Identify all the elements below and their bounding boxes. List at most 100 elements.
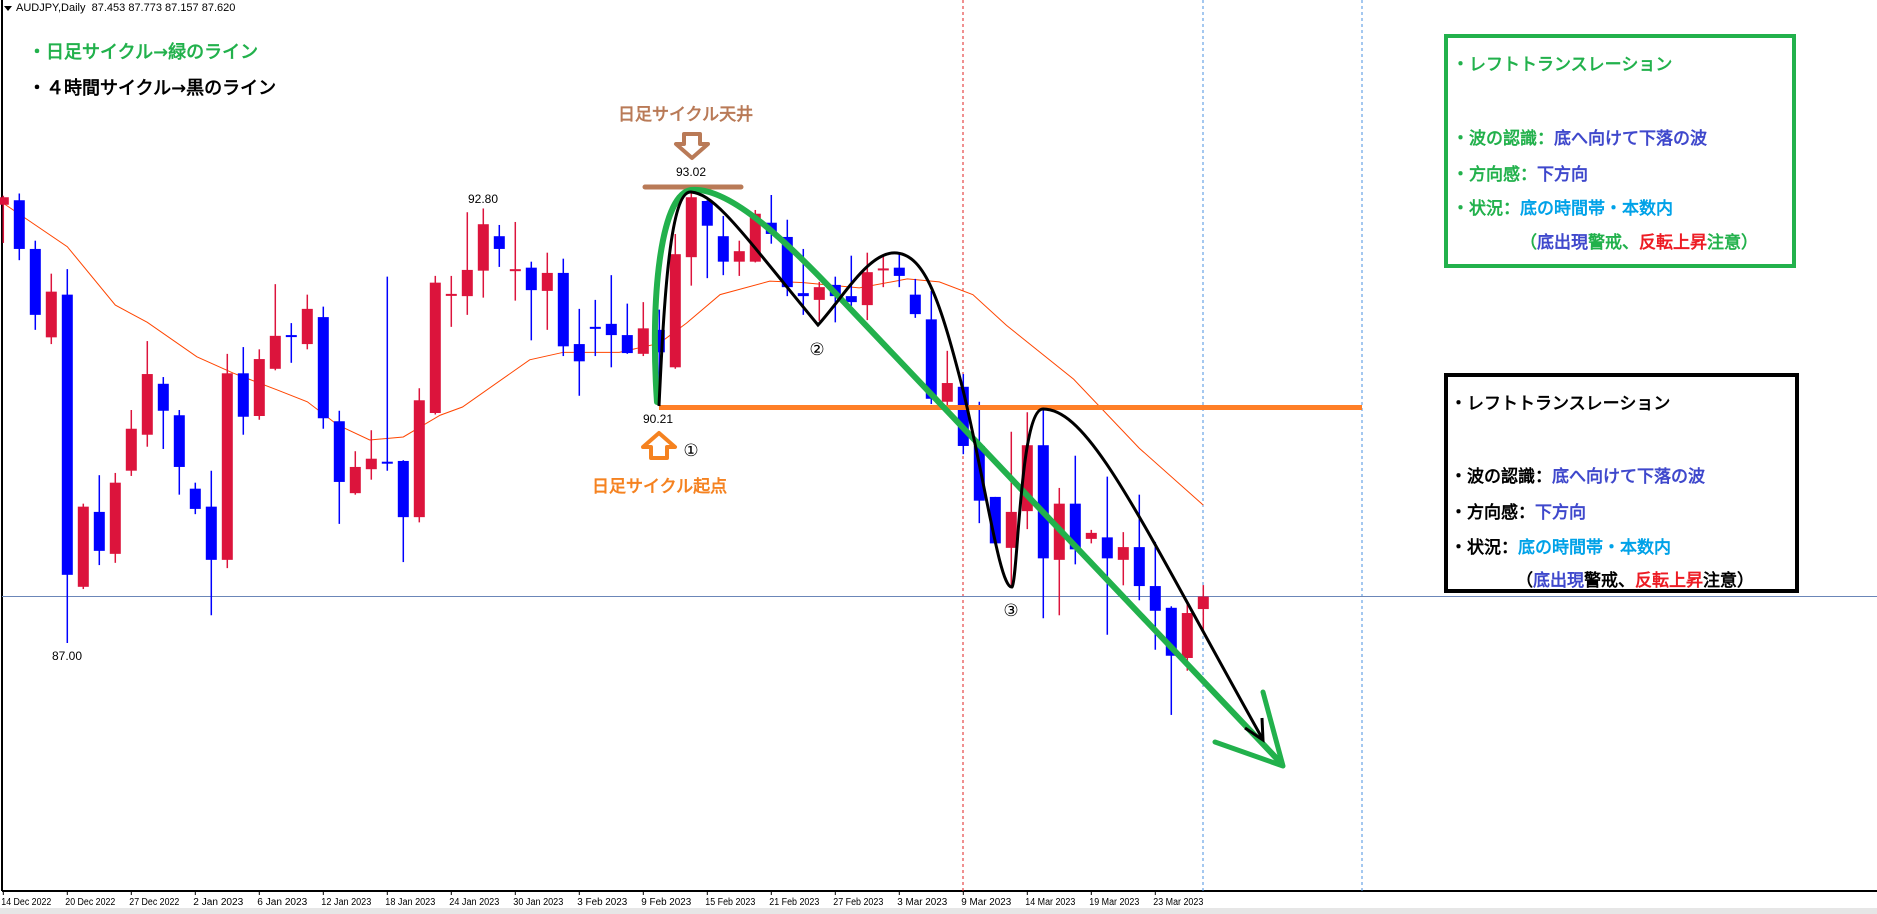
candle — [157, 377, 169, 449]
candle — [1005, 431, 1017, 587]
situation-key: ・状況： — [1450, 538, 1518, 558]
candle-body — [653, 329, 665, 353]
candle-body — [717, 236, 729, 262]
candle-body — [45, 291, 57, 338]
candle-body — [973, 445, 985, 501]
candle-body — [813, 287, 825, 300]
date-label: 2 Jan 2023 — [193, 897, 243, 908]
situation-value: 底の時間帯・本数内 — [1520, 199, 1673, 219]
candle-body — [1181, 613, 1193, 658]
candle-body — [1117, 547, 1129, 560]
candle-body — [573, 344, 585, 362]
candle — [589, 299, 601, 357]
candle-body — [541, 272, 553, 291]
candle-body — [29, 248, 41, 315]
candle — [29, 240, 41, 330]
daily-cycle-line[interactable] — [651, 186, 1283, 765]
candle-body — [349, 466, 361, 494]
date-label: 27 Dec 2022 — [129, 897, 179, 908]
candle — [445, 275, 457, 327]
candle — [733, 240, 745, 276]
note-bottom: 底出現 — [1537, 233, 1588, 253]
candle-body — [493, 236, 505, 249]
direction-key: ・方向感： — [1452, 165, 1537, 185]
candle — [413, 388, 425, 523]
candle — [637, 302, 649, 357]
candle — [525, 261, 537, 341]
situation-value: 底の時間帯・本数内 — [1518, 538, 1671, 558]
candle-body — [93, 511, 105, 551]
candle-body — [61, 294, 73, 575]
candle — [397, 460, 409, 563]
situation-line: ・状況：底の時間帯・本数内 — [1452, 194, 1673, 219]
box-title: ・レフトトランスレーション — [1450, 394, 1671, 414]
candle-body — [333, 421, 345, 482]
candle-body — [157, 383, 169, 411]
candle-body — [925, 319, 937, 399]
candle-body — [1085, 532, 1097, 539]
candle-body — [1021, 445, 1033, 512]
candle-body — [909, 294, 921, 315]
daily-cycle-start-label: 日足サイクル起点 — [592, 477, 728, 497]
date-label: 24 Jan 2023 — [449, 897, 499, 908]
candle — [333, 410, 345, 524]
candle-body — [797, 293, 809, 297]
candle — [669, 233, 681, 369]
candle-body — [589, 326, 601, 329]
candle-body — [1037, 445, 1049, 559]
candle — [861, 252, 873, 321]
up-arrow-icon — [641, 431, 677, 460]
h4-cycle-line[interactable] — [657, 190, 1264, 739]
candle — [269, 284, 281, 371]
candle-body — [701, 200, 713, 226]
candle-body — [413, 400, 425, 518]
candle-body — [637, 328, 649, 354]
wave-line: ・波の認識：底へ向けて下落の波 — [1450, 462, 1705, 487]
candle — [573, 308, 585, 396]
candle — [541, 252, 553, 330]
candle — [621, 303, 633, 354]
note-bottom: 底出現 — [1533, 571, 1584, 591]
candle-body — [13, 200, 25, 249]
candle — [685, 192, 697, 286]
candle — [253, 349, 265, 420]
candle-body — [285, 335, 297, 338]
daily-cycle-top-label: 日足サイクル天井 — [618, 105, 754, 125]
candle — [1133, 494, 1145, 601]
candle — [1117, 532, 1129, 586]
candle — [509, 221, 521, 301]
date-label: 3 Mar 2023 — [897, 897, 947, 908]
candle-body — [173, 415, 185, 467]
date-label: 3 Feb 2023 — [577, 897, 627, 908]
candle-body — [221, 373, 233, 560]
candle-body — [445, 293, 457, 296]
note-reversal: 反転上昇 — [1635, 571, 1703, 591]
candle — [781, 219, 793, 297]
note-reversal: 反転上昇 — [1639, 233, 1707, 253]
box-title: ・レフトトランスレーション — [1452, 55, 1673, 75]
candle-body — [317, 317, 329, 419]
candle — [845, 255, 857, 306]
dropdown-triangle-icon[interactable] — [4, 5, 12, 11]
chart-header[interactable]: AUDJPY,Daily 87.453 87.773 87.157 87.620 — [4, 2, 235, 14]
candle — [365, 430, 377, 480]
candle — [381, 276, 393, 471]
candle-body — [1133, 547, 1145, 587]
candle-body — [557, 272, 569, 347]
candle-body — [189, 488, 201, 509]
date-label: 14 Mar 2023 — [1025, 897, 1075, 908]
candle — [493, 224, 505, 267]
candle — [349, 451, 361, 495]
direction-value: 下方向 — [1535, 503, 1586, 523]
candle-body — [509, 269, 521, 272]
candle-body — [141, 374, 153, 435]
date-label: 19 Mar 2023 — [1089, 897, 1139, 908]
date-label: 14 Dec 2022 — [1, 897, 51, 908]
candle — [237, 347, 249, 435]
marker-1: ① — [683, 441, 698, 461]
candle — [77, 503, 89, 590]
status-strip — [0, 908, 1877, 914]
date-label: 21 Feb 2023 — [769, 897, 819, 908]
candle — [205, 470, 217, 616]
